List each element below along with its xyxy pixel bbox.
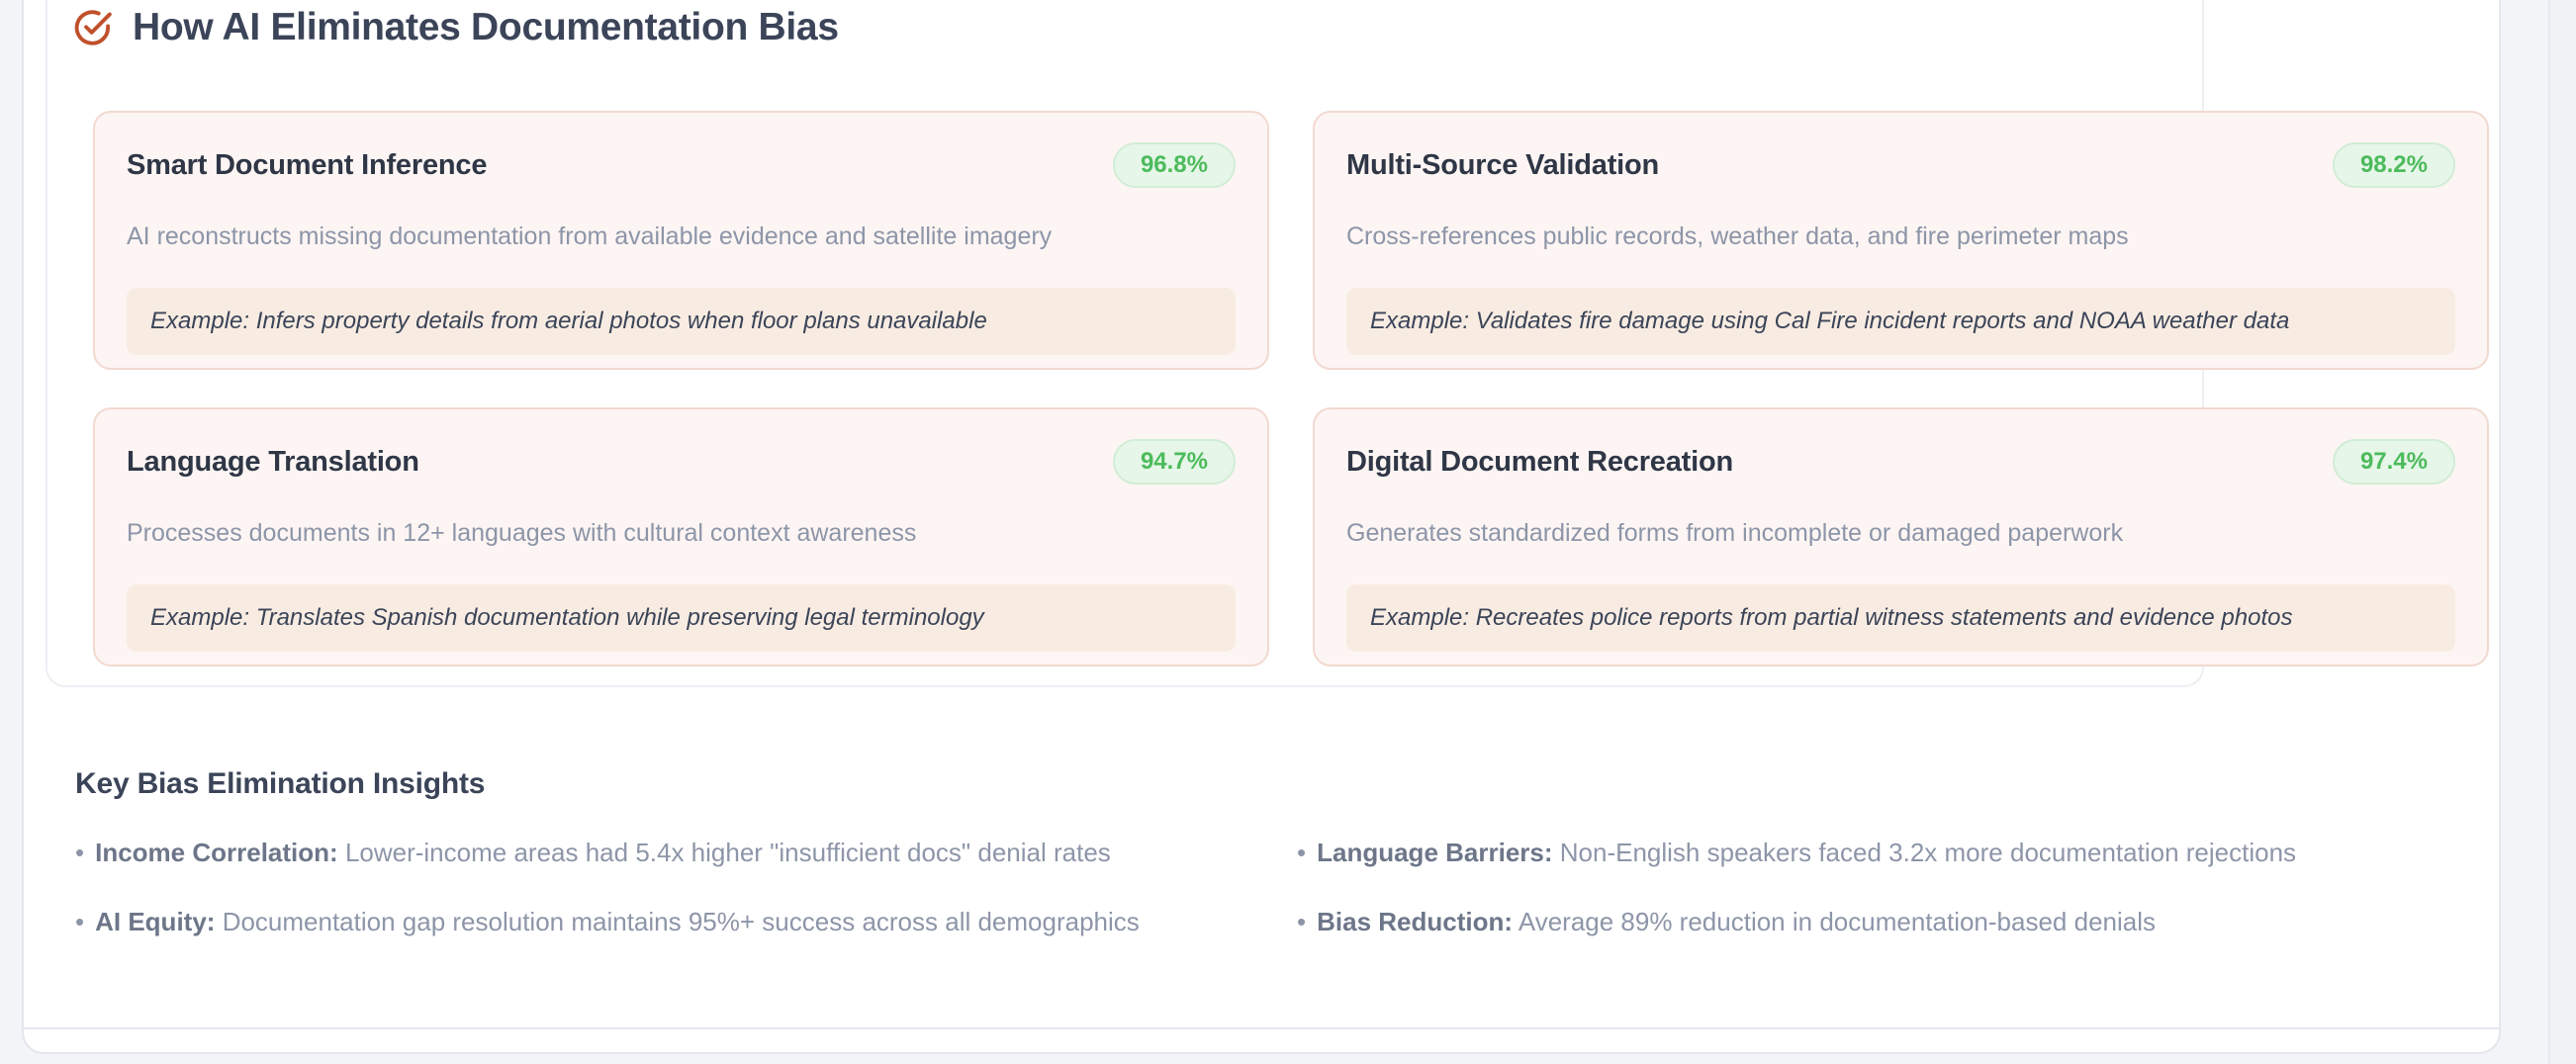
bullet-icon: • [75,906,85,936]
insight-text: Documentation gap resolution maintains 9… [222,906,1140,936]
insights-grid: • Income Correlation: Lower-income areas… [75,837,2469,937]
card-title: Smart Document Inference [127,148,488,181]
card-example: Example: Recreates police reports from p… [1346,583,2455,652]
accuracy-badge: 96.8% [1112,142,1236,188]
feature-card-multi-source-validation[interactable]: Multi-Source Validation 98.2% Cross-refe… [1313,111,2489,370]
bullet-icon: • [1297,838,1307,867]
insights-section: Key Bias Elimination Insights • Income C… [75,767,2469,937]
insight-label: AI Equity: [95,906,216,936]
insight-item-ai-equity: • AI Equity: Documentation gap resolutio… [75,906,1297,938]
report-panel: How AI Eliminates Documentation Bias Sma… [22,0,2501,1054]
accuracy-badge: 94.7% [1112,439,1236,485]
circle-check-icon [71,7,113,48]
panel-bottom-divider [24,1027,2499,1029]
insights-title: Key Bias Elimination Insights [75,767,486,800]
page-title: How AI Eliminates Documentation Bias [133,6,839,48]
feature-card-digital-document-recreation[interactable]: Digital Document Recreation 97.4% Genera… [1313,407,2489,666]
card-description: Cross-references public records, weather… [1346,222,2129,250]
card-header: Smart Document Inference 96.8% [127,142,1236,188]
card-description: Processes documents in 12+ languages wit… [127,519,917,547]
card-title: Language Translation [127,445,419,478]
card-header: Digital Document Recreation 97.4% [1346,439,2455,485]
card-header: Multi-Source Validation 98.2% [1346,142,2455,188]
card-description: Generates standardized forms from incomp… [1346,519,2124,547]
insight-item-language-barriers: • Language Barriers: Non-English speaker… [1297,837,2469,869]
card-title: Digital Document Recreation [1346,445,1733,478]
bullet-icon: • [1297,906,1307,936]
insight-label: Language Barriers: [1317,838,1553,867]
vertical-scrollbar[interactable] [2548,0,2576,1064]
card-description: AI reconstructs missing documentation fr… [127,222,1053,250]
card-example: Example: Infers property details from ae… [127,287,1236,355]
feature-card-language-translation[interactable]: Language Translation 94.7% Processes doc… [93,407,1269,666]
feature-card-grid: Smart Document Inference 96.8% AI recons… [93,111,2489,666]
insight-item-income-correlation: • Income Correlation: Lower-income areas… [75,837,1297,869]
insight-text: Non-English speakers faced 3.2x more doc… [1559,838,2297,867]
accuracy-badge: 97.4% [2332,439,2455,485]
insight-label: Income Correlation: [95,838,338,867]
card-example: Example: Translates Spanish documentatio… [127,583,1236,652]
insight-text: Average 89% reduction in documentation-b… [1518,906,2157,936]
section-header: How AI Eliminates Documentation Bias [71,6,839,49]
card-header: Language Translation 94.7% [127,439,1236,485]
feature-card-smart-document-inference[interactable]: Smart Document Inference 96.8% AI recons… [93,111,1269,370]
insight-text: Lower-income areas had 5.4x higher "insu… [344,838,1111,867]
insight-label: Bias Reduction: [1317,906,1514,936]
accuracy-badge: 98.2% [2332,142,2455,188]
bullet-icon: • [75,838,85,867]
insight-item-bias-reduction: • Bias Reduction: Average 89% reduction … [1297,906,2469,938]
card-title: Multi-Source Validation [1346,148,1660,181]
card-example: Example: Validates fire damage using Cal… [1346,287,2455,355]
